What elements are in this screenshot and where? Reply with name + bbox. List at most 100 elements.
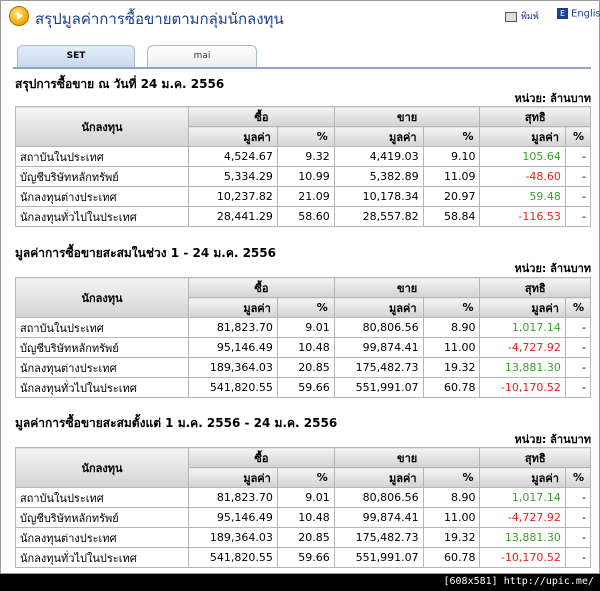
net-percent: - xyxy=(564,166,592,187)
net-percent-header: % xyxy=(564,297,592,318)
table-row: นักลงทุนทั่วไปในประเทศ 28,441.29 58.60 28,5… xyxy=(14,206,592,227)
sell-percent-header: % xyxy=(422,297,481,318)
sell-value: 175,482.73 xyxy=(333,527,424,548)
table-row: นักลงทุนต่างประเทศ 189,364.03 20.85 175,482… xyxy=(14,527,592,548)
net-value: -4,727.92 xyxy=(479,507,566,528)
buy-percent: 9.32 xyxy=(276,146,335,167)
net-value: -10,170.52 xyxy=(479,547,566,568)
buy-value: 5,334.29 xyxy=(188,166,278,187)
table-row: บัญชีบริษัทหลักทรัพย์ 5,334.29 10.99 5,382.… xyxy=(14,166,592,187)
buy-value: 4,524.67 xyxy=(188,146,278,167)
buy-value: 189,364.03 xyxy=(188,527,278,548)
header-row: นักลงทุน ซื้อ ขาย สุทธิ xyxy=(14,447,591,488)
sell-value-header: มูลค่า xyxy=(333,467,424,488)
sell-percent-header: % xyxy=(422,126,481,147)
table-row: สถาบันในประเทศ 4,524.67 9.32 4,419.03 9.10 10… xyxy=(14,146,592,167)
buy-percent: 20.85 xyxy=(276,357,335,378)
section-title-daily: สรุปการซื้อขาย ณ วันที่ 24 ม.ค. 2556 xyxy=(15,77,225,91)
investor-column-header: นักลงทุน xyxy=(14,106,190,147)
table-row: นักลงทุนต่างประเทศ 189,364.03 20.85 175,482… xyxy=(14,357,592,378)
buy-percent: 59.66 xyxy=(276,377,335,398)
buy-percent: 10.99 xyxy=(276,166,335,187)
print-link[interactable]: พิมพ์ xyxy=(505,9,539,23)
net-percent: - xyxy=(564,186,592,207)
page-frame: สรุปมูลค่าการซื้อขายตามกลุ่มนักลงทุน พิม… xyxy=(0,0,600,574)
header-row: นักลงทุน ซื้อ ขาย สุทธิ xyxy=(14,106,591,147)
unit-label: หน่วย: ล้านบาท xyxy=(514,433,591,446)
sell-value: 4,419.03 xyxy=(333,146,424,167)
net-percent: - xyxy=(564,206,592,227)
net-value: 1,017.14 xyxy=(479,317,566,338)
buy-value: 10,237.82 xyxy=(188,186,278,207)
net-value-header: มูลค่า xyxy=(479,126,566,147)
bullet-arrow-icon xyxy=(9,6,29,26)
net-value: -116.53 xyxy=(479,206,566,227)
table-row: สถาบันในประเทศ 81,823.70 9.01 80,806.56 8.90… xyxy=(14,487,592,508)
sell-percent: 9.10 xyxy=(422,146,481,167)
investor-name: บัญชีบริษัทหลักทรัพย์ xyxy=(14,166,190,187)
sell-percent: 58.84 xyxy=(422,206,481,227)
tab-set[interactable]: SET xyxy=(17,45,135,67)
buy-column-header: ซื้อ xyxy=(188,277,335,298)
buy-percent: 58.60 xyxy=(276,206,335,227)
sell-percent: 11.00 xyxy=(422,337,481,358)
investor-name: นักลงทุนต่างประเทศ xyxy=(14,186,190,207)
sell-percent: 19.32 xyxy=(422,527,481,548)
net-value: 13,881.30 xyxy=(479,357,566,378)
sell-percent: 11.00 xyxy=(422,507,481,528)
market-tabs: SET mai xyxy=(17,45,589,67)
buy-value: 95,146.49 xyxy=(188,337,278,358)
investor-name: นักลงทุนต่างประเทศ xyxy=(14,357,190,378)
buy-percent: 9.01 xyxy=(276,317,335,338)
sell-value: 551,991.07 xyxy=(333,377,424,398)
sell-value: 99,874.41 xyxy=(333,337,424,358)
buy-value: 81,823.70 xyxy=(188,487,278,508)
net-percent: - xyxy=(564,357,592,378)
range-table: นักลงทุน ซื้อ ขาย สุทธิ มูลค่า% มูลค่า% มูลค่า… xyxy=(14,277,592,398)
buy-percent: 9.01 xyxy=(276,487,335,508)
image-caption: [608x581] http://upic.me/ xyxy=(443,576,594,587)
investor-name: สถาบันในประเทศ xyxy=(14,146,190,167)
net-percent-header: % xyxy=(564,467,592,488)
english-link[interactable]: EEnglish xyxy=(557,8,600,20)
investor-column-header: นักลงทุน xyxy=(14,447,190,488)
table-row: นักลงทุนทั่วไปในประเทศ 541,820.55 59.66 551… xyxy=(14,547,592,568)
buy-value: 28,441.29 xyxy=(188,206,278,227)
net-percent: - xyxy=(564,487,592,508)
buy-percent: 59.66 xyxy=(276,547,335,568)
unit-label: หน่วย: ล้านบาท xyxy=(514,262,591,275)
net-percent: - xyxy=(564,527,592,548)
investor-name: สถาบันในประเทศ xyxy=(14,487,190,508)
english-label: English xyxy=(571,8,600,20)
sell-percent: 11.09 xyxy=(422,166,481,187)
header-row: นักลงทุน ซื้อ ขาย สุทธิ xyxy=(14,277,591,318)
sell-value: 99,874.41 xyxy=(333,507,424,528)
net-value: -10,170.52 xyxy=(479,377,566,398)
investor-name: นักลงทุนต่างประเทศ xyxy=(14,527,190,548)
net-column-header: สุทธิ xyxy=(479,277,591,298)
buy-percent: 10.48 xyxy=(276,337,335,358)
sell-percent: 60.78 xyxy=(422,377,481,398)
sell-value: 80,806.56 xyxy=(333,487,424,508)
investor-name: บัญชีบริษัทหลักทรัพย์ xyxy=(14,337,190,358)
sell-value: 80,806.56 xyxy=(333,317,424,338)
investor-name: นักลงทุนทั่วไปในประเทศ xyxy=(14,377,190,398)
net-value: 1,017.14 xyxy=(479,487,566,508)
sell-column-header: ขาย xyxy=(333,447,481,468)
table-row: นักลงทุนทั่วไปในประเทศ 541,820.55 59.66 551… xyxy=(14,377,592,398)
print-label: พิมพ์ xyxy=(521,12,539,22)
table-row: บัญชีบริษัทหลักทรัพย์ 95,146.49 10.48 99,87… xyxy=(14,337,592,358)
buy-value: 189,364.03 xyxy=(188,357,278,378)
net-value-header: มูลค่า xyxy=(479,297,566,318)
buy-percent-header: % xyxy=(276,467,335,488)
net-percent: - xyxy=(564,337,592,358)
buy-value: 541,820.55 xyxy=(188,377,278,398)
cumulative-table: นักลงทุน ซื้อ ขาย สุทธิ มูลค่า% มูลค่า% มูลค่า… xyxy=(14,447,592,568)
buy-percent: 20.85 xyxy=(276,527,335,548)
section-title-cumulative: มูลค่าการซื้อขายสะสมตั้งแต่ 1 ม.ค. 2556 … xyxy=(15,416,338,430)
net-percent: - xyxy=(564,377,592,398)
buy-value-header: มูลค่า xyxy=(188,467,278,488)
subheader-row: มูลค่า% มูลค่า% มูลค่า% xyxy=(16,297,592,318)
sell-percent: 60.78 xyxy=(422,547,481,568)
tab-mai[interactable]: mai xyxy=(147,45,257,67)
